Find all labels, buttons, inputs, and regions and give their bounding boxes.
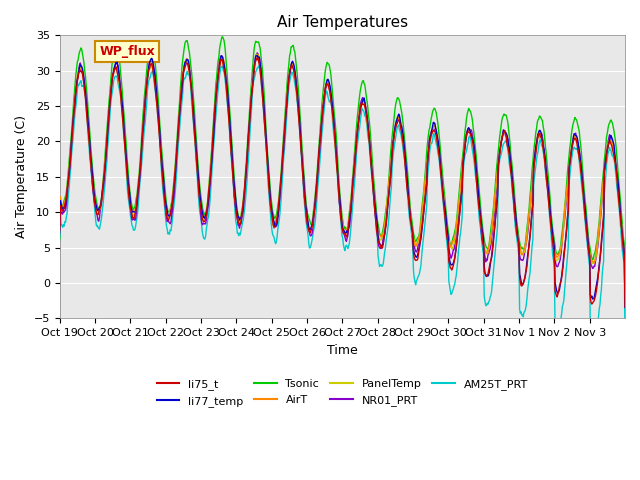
- Title: Air Temperatures: Air Temperatures: [276, 15, 408, 30]
- Text: WP_flux: WP_flux: [99, 45, 155, 58]
- Legend: li75_t, li77_temp, Tsonic, AirT, PanelTemp, NR01_PRT, AM25T_PRT: li75_t, li77_temp, Tsonic, AirT, PanelTe…: [152, 375, 532, 411]
- X-axis label: Time: Time: [327, 344, 358, 357]
- Y-axis label: Air Temperature (C): Air Temperature (C): [15, 115, 28, 238]
